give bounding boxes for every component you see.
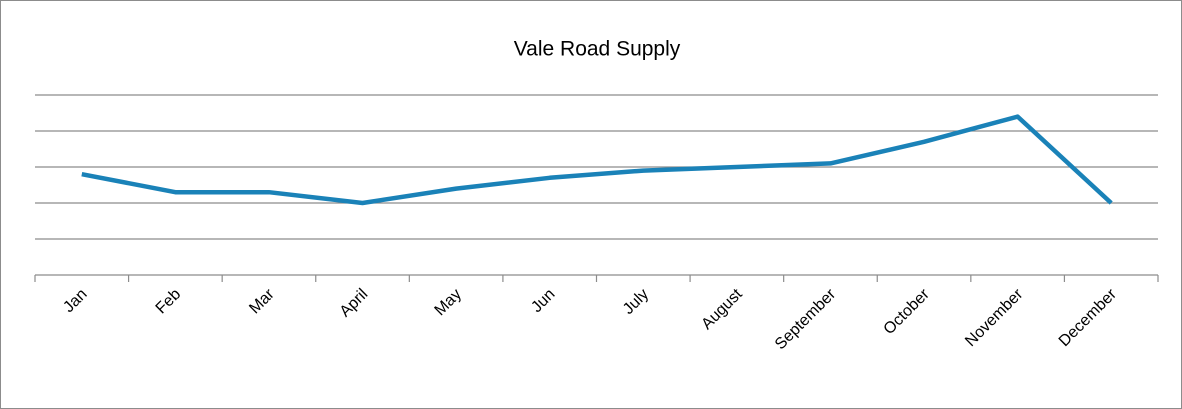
- data-line: [81, 114, 1113, 206]
- chart-title: Vale Road Supply: [514, 38, 681, 61]
